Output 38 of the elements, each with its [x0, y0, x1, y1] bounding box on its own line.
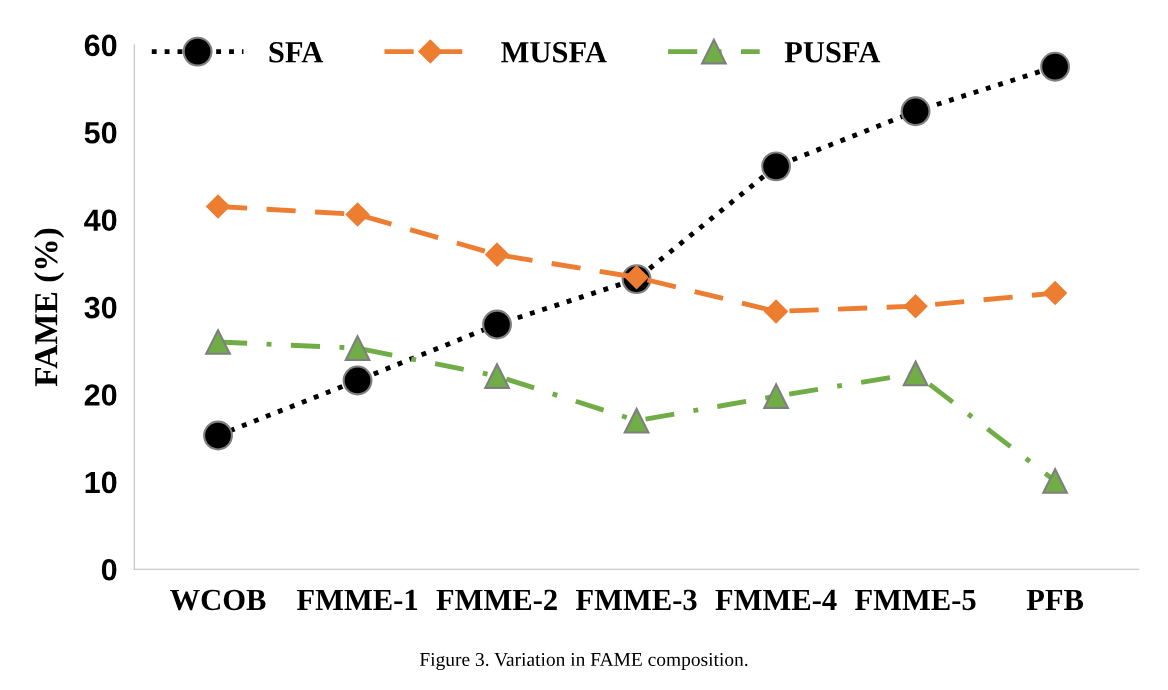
point — [900, 96, 931, 127]
y-axis-title: FAME (%) — [34, 228, 65, 387]
point — [482, 309, 512, 340]
point — [344, 335, 371, 361]
point — [205, 329, 231, 355]
caption: Figure 3. Variation in FAME composition. — [419, 652, 748, 671]
legend-label: MUSFA — [501, 42, 607, 63]
point — [623, 407, 650, 434]
legend-label: PUSFA — [784, 42, 881, 63]
x-tick-label: WCOB — [170, 589, 266, 611]
y-tick-label: 10 — [85, 471, 117, 494]
y-tick-label: 40 — [84, 209, 117, 232]
point — [763, 383, 789, 410]
x-tick-label: FMME-2 — [436, 589, 557, 610]
point — [1043, 281, 1067, 305]
x-tick-label: FMME-4 — [715, 589, 837, 610]
point — [206, 194, 230, 219]
point — [903, 294, 928, 319]
y-tick-label: 50 — [84, 121, 117, 144]
point — [485, 242, 509, 267]
legend-label: SFA — [269, 42, 324, 63]
point — [342, 365, 373, 396]
y-tick-label: 20 — [84, 384, 117, 406]
point — [484, 363, 510, 389]
point — [345, 202, 370, 227]
point — [1040, 51, 1071, 82]
point — [764, 299, 788, 324]
x-tick-label: FMME-3 — [575, 589, 697, 611]
point — [1042, 468, 1068, 494]
y-tick-label: 60 — [84, 34, 117, 57]
x-tick-label: PFB — [1026, 589, 1084, 610]
x-tick-label: FMME-5 — [855, 589, 976, 611]
point — [203, 420, 233, 451]
y-tick-label: 30 — [84, 296, 117, 319]
point — [761, 151, 791, 182]
point — [902, 360, 929, 387]
y-tick-label: 0 — [101, 558, 117, 581]
x-tick-label: FMME-1 — [296, 589, 418, 610]
